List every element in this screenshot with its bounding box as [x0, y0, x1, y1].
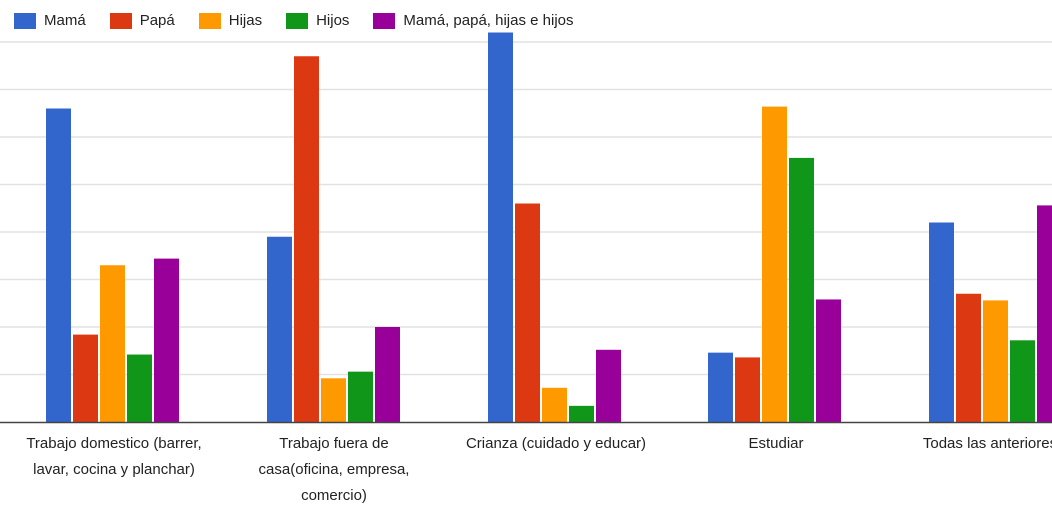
legend-item-todos: Mamá, papá, hijas e hijos — [373, 12, 574, 29]
bar-s2-c1 — [321, 378, 346, 422]
legend-item-hijas: Hijas — [198, 12, 263, 29]
bar-s0-c3 — [708, 352, 733, 422]
bar-s4-c2 — [596, 349, 621, 422]
bar-s3-c4 — [1010, 340, 1035, 422]
bar-s2-c2 — [542, 387, 567, 422]
bar-s4-c3 — [816, 299, 841, 422]
bar-s0-c0 — [46, 108, 71, 422]
x-tick-label-2-0: Crianza (cuidado y educar) — [466, 435, 646, 452]
legend-item-papa: Papá — [109, 12, 175, 29]
x-tick-label-1-1: casa(oficina, empresa, — [259, 461, 410, 478]
bar-s1-c4 — [956, 293, 981, 422]
bar-s2-c0 — [100, 265, 125, 422]
x-tick-label-0-0: Trabajo domestico (barrer, — [26, 435, 201, 452]
bar-s3-c0 — [127, 354, 152, 422]
bar-s2-c4 — [983, 300, 1008, 422]
legend-item-hijos: Hijos — [286, 12, 349, 29]
legend-label-todos: Mamá, papá, hijas e hijos — [403, 12, 574, 29]
bar-s4-c1 — [375, 327, 400, 422]
bar-s1-c1 — [294, 56, 319, 422]
bar-s0-c4 — [929, 222, 954, 422]
bar-s0-c2 — [488, 32, 513, 422]
legend-swatch-papa — [109, 12, 132, 29]
legend-label-hijos: Hijos — [316, 12, 350, 29]
legend-label-papa: Papá — [139, 12, 175, 29]
legend-swatch-hijos — [286, 12, 309, 29]
bar-s3-c1 — [348, 371, 373, 422]
bar-s2-c3 — [762, 106, 787, 422]
x-tick-label-3-0: Estudiar — [748, 435, 803, 452]
legend-item-mama: Mamá — [14, 12, 86, 29]
bar-s4-c0 — [154, 258, 179, 422]
legend: Mamá Papá Hijas Hijos Mamá, papá, hijas … — [14, 12, 598, 29]
x-tick-label-1-2: comercio) — [301, 487, 367, 504]
legend-swatch-todos — [373, 12, 396, 29]
x-tick-label-1-0: Trabajo fuera de — [279, 435, 389, 452]
bar-s1-c3 — [735, 357, 760, 422]
bar-s1-c0 — [73, 334, 98, 422]
bar-s4-c4 — [1037, 205, 1052, 422]
bar-s1-c2 — [515, 203, 540, 422]
x-tick-label-0-1: lavar, cocina y planchar) — [33, 461, 195, 478]
legend-label-hijas: Hijas — [228, 12, 263, 29]
legend-swatch-mama — [14, 12, 36, 29]
bar-s0-c1 — [267, 236, 292, 422]
legend-swatch-hijas — [198, 12, 221, 29]
x-tick-label-4-0: Todas las anteriores — [923, 435, 1052, 452]
bar-s3-c2 — [569, 405, 594, 422]
bar-s3-c3 — [789, 157, 814, 422]
legend-label-mama: Mamá — [44, 12, 86, 29]
